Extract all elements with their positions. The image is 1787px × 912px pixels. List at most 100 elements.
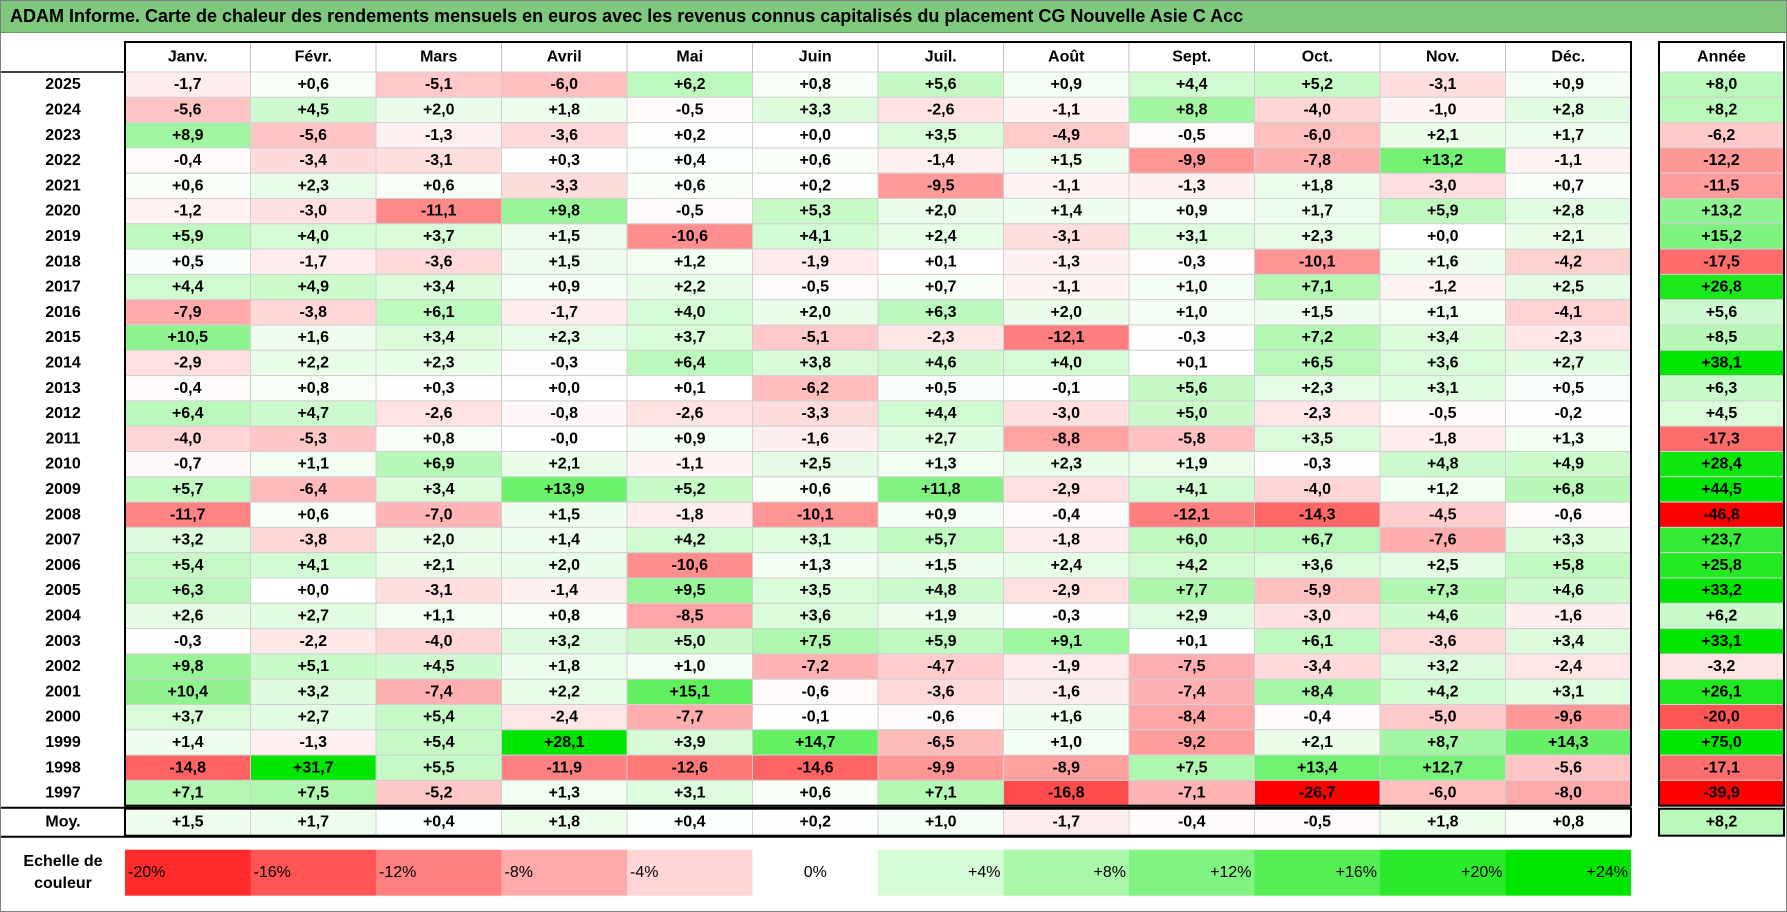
cell-value: +8,7 (1427, 734, 1459, 751)
average-value: +1,8 (548, 814, 580, 831)
cell-value: -0,1 (801, 709, 829, 726)
cell-value: -5,6 (1554, 759, 1582, 776)
cell-value: -9,9 (927, 759, 955, 776)
cell-value: +0,9 (674, 430, 706, 447)
cell-value: +3,2 (297, 683, 329, 700)
cell-value: -0,1 (1052, 380, 1080, 397)
cell-value: -1,8 (1429, 430, 1457, 447)
cell-value: +3,6 (1301, 557, 1333, 574)
average-value: +1,8 (1427, 814, 1459, 831)
cell-value: -0,4 (174, 152, 202, 169)
cell-value: +0,2 (674, 127, 706, 144)
annual-value: -11,5 (1704, 177, 1740, 194)
cell-value: +5,8 (1552, 557, 1584, 574)
scale-swatch (1380, 849, 1506, 896)
cell-value: -0,5 (1178, 127, 1206, 144)
cell-value: -1,3 (299, 734, 327, 751)
average-cell (124, 808, 251, 837)
month-header-label: Août (1048, 49, 1085, 66)
cell-value: -11,1 (421, 203, 457, 220)
year-label: 2010 (45, 456, 81, 473)
month-header-cell (877, 41, 1004, 73)
cell-value: +4,4 (1176, 76, 1208, 93)
month-header-cell (1128, 41, 1255, 73)
heatmap-cell (1254, 779, 1381, 807)
heatmap-cell (1128, 678, 1255, 706)
cell-value: -6,0 (550, 76, 578, 93)
cell-value: +7,3 (1427, 582, 1459, 599)
cell-value: -1,1 (676, 456, 704, 473)
heatmap-cell (124, 577, 251, 604)
heatmap-cell (1379, 501, 1506, 528)
heatmap-cell (1003, 602, 1130, 630)
heatmap-cell (626, 476, 753, 503)
heatmap-cell (877, 754, 1004, 781)
scale-label: Echelle de (23, 853, 102, 870)
cell-value: -4,0 (1303, 481, 1331, 498)
heatmap-cell (752, 273, 879, 301)
cell-value: -0,3 (1303, 456, 1331, 473)
year-label: 2008 (45, 506, 81, 523)
heatmap-cell (124, 526, 251, 554)
cell-value: +5,1 (297, 658, 329, 675)
cell-value: +7,5 (297, 785, 329, 802)
cell-value: +6,9 (423, 456, 455, 473)
heatmap-cell (250, 628, 377, 655)
cell-value: +8,9 (172, 127, 204, 144)
cell-value: +2,0 (1050, 304, 1082, 321)
heatmap-cell (250, 501, 377, 528)
heatmap-cell (1254, 577, 1381, 604)
cell-value: +2,3 (1050, 456, 1082, 473)
heatmap-cell (1003, 349, 1130, 377)
cell-value: +2,5 (1552, 279, 1584, 296)
cell-value: +2,9 (1176, 607, 1208, 624)
cell-value: -0,6 (801, 683, 829, 700)
annual-border (1658, 41, 1785, 807)
cell-value: +1,4 (1050, 203, 1082, 220)
heatmap-cell (1505, 96, 1632, 124)
cell-value: -11,7 (170, 506, 206, 523)
cell-value: -5,9 (1303, 582, 1331, 599)
heatmap-cell (1505, 71, 1632, 98)
cell-value: +12,7 (1423, 759, 1464, 776)
annual-value: +23,7 (1701, 532, 1742, 549)
heatmap-cell (1003, 577, 1130, 604)
heatmap-cell (1379, 678, 1506, 706)
cell-value: -2,9 (174, 354, 202, 371)
heatmap-cell (501, 299, 628, 326)
cell-value: +1,3 (1552, 430, 1584, 447)
average-value: +1,7 (297, 814, 329, 831)
cell-value: -8,8 (1052, 430, 1080, 447)
cell-value: +2,8 (1552, 203, 1584, 220)
cell-value: -5,3 (299, 430, 327, 447)
heatmap-cell (124, 729, 251, 756)
year-label: 2021 (45, 177, 81, 194)
year-label: 2013 (45, 380, 81, 397)
cell-value: -1,1 (1554, 152, 1582, 169)
average-value: +1,0 (925, 814, 957, 831)
cell-value: +2,1 (1552, 228, 1584, 245)
annual-value: +33,2 (1701, 582, 1742, 599)
heatmap-cell (1254, 198, 1381, 225)
annual-cell (1658, 324, 1785, 351)
cell-value: -1,4 (550, 582, 578, 599)
cell-value: +3,1 (1427, 380, 1459, 397)
heatmap-cell (877, 425, 1004, 453)
heatmap-cell (250, 299, 377, 326)
cell-value: +5,3 (799, 203, 831, 220)
heatmap-cell (124, 501, 251, 528)
heatmap-cell (1379, 299, 1506, 326)
cell-value: +4,7 (297, 405, 329, 422)
cell-value: -1,1 (1052, 101, 1080, 118)
cell-value: -8,0 (1554, 785, 1582, 802)
cell-value: -4,0 (425, 633, 453, 650)
heatmap-cell (1379, 172, 1506, 199)
heatmap-cell (752, 704, 879, 731)
heatmap-cell (1254, 248, 1381, 275)
scale-swatch (501, 849, 627, 896)
scale-swatch-label: -8% (505, 864, 533, 881)
cell-value: -7,7 (676, 709, 704, 726)
heatmap-cell (1505, 526, 1632, 554)
average-cell (1505, 808, 1632, 837)
